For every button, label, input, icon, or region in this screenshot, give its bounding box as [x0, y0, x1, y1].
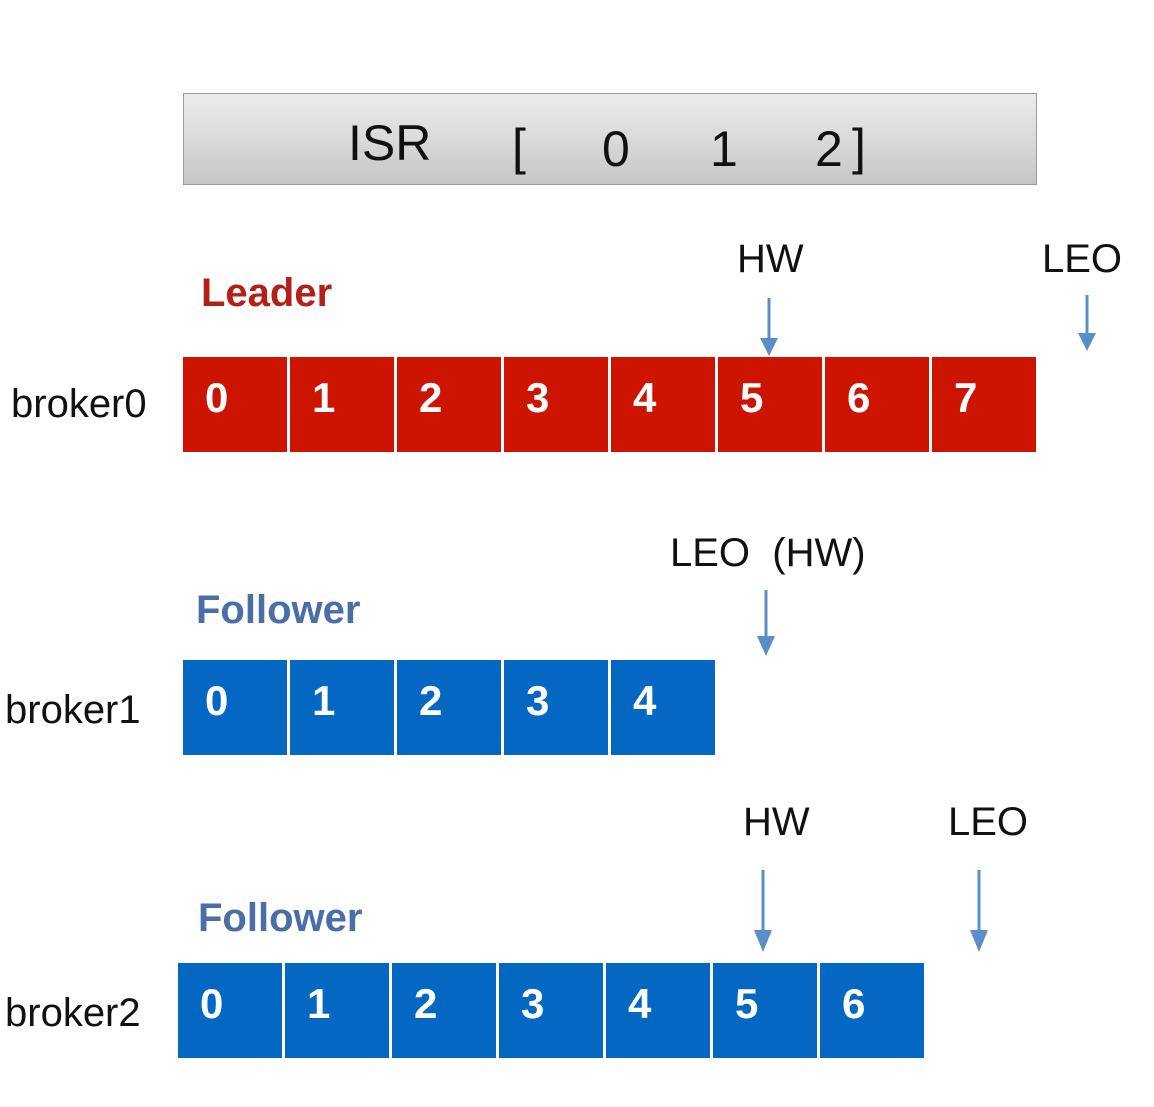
offset-label: 5: [740, 374, 764, 421]
offset-label: 2: [419, 677, 443, 724]
broker0-name: broker0: [11, 382, 147, 426]
broker1-leo-hw-label: LEO (HW): [670, 531, 866, 575]
offset-label: 2: [414, 980, 438, 1027]
broker2-hw-arrow-icon: [754, 870, 772, 952]
offset-label: 3: [526, 677, 550, 724]
offset-label: 6: [842, 980, 866, 1027]
offset-label: 1: [312, 677, 336, 724]
broker1-offset-cell: 4: [611, 660, 715, 755]
broker1-offset-cell: 0: [183, 660, 287, 755]
broker1-offset-cell: 1: [290, 660, 394, 755]
offset-label: 4: [628, 980, 652, 1027]
broker0-leo-label: LEO: [1042, 237, 1123, 281]
broker1-role-label: Follower: [196, 588, 361, 632]
broker2-offset-cell: 1: [285, 963, 389, 1058]
broker0-offset-cell: 4: [611, 357, 715, 452]
broker2-log: 0 1 2 3 4 5 6: [178, 963, 924, 1058]
broker0-hw-arrow-icon: [760, 298, 778, 356]
broker1-offset-cell: 2: [397, 660, 501, 755]
offset-label: 4: [633, 677, 657, 724]
offset-label: 5: [735, 980, 759, 1027]
offset-label: 3: [526, 374, 550, 421]
offset-label: 4: [633, 374, 657, 421]
broker0-hw-label: HW: [737, 237, 804, 281]
broker0-offset-cell: 2: [397, 357, 501, 452]
broker2-role-label: Follower: [198, 896, 363, 940]
broker0-offset-cell: 7: [932, 357, 1036, 452]
broker1-name: broker1: [5, 688, 141, 732]
broker0-offset-cell: 1: [290, 357, 394, 452]
broker2-leo-arrow-icon: [970, 870, 988, 952]
broker0-offset-cell: 6: [825, 357, 929, 452]
isr-replica-0: 0: [602, 121, 630, 177]
broker0-log: 0 1 2 3 4 5 6 7: [183, 357, 1036, 452]
broker0-offset-cell: 0: [183, 357, 287, 452]
broker2-offset-cell: 2: [392, 963, 496, 1058]
broker2-offset-cell: 5: [713, 963, 817, 1058]
offset-label: 2: [419, 374, 443, 421]
broker2-offset-cell: 6: [820, 963, 924, 1058]
isr-close-bracket: ]: [852, 119, 866, 175]
offset-label: 1: [312, 374, 336, 421]
broker0-offset-cell: 5: [718, 357, 822, 452]
isr-replica-2: 2: [815, 121, 843, 177]
broker2-offset-cell: 4: [606, 963, 710, 1058]
offset-label: 1: [307, 980, 331, 1027]
broker2-leo-label: LEO: [948, 800, 1029, 844]
offset-label: 0: [205, 374, 229, 421]
offset-label: 3: [521, 980, 545, 1027]
broker1-leo-arrow-icon: [757, 590, 775, 656]
offset-label: 0: [205, 677, 229, 724]
isr-replica-1: 1: [710, 121, 738, 177]
broker1-log: 0 1 2 3 4: [183, 660, 715, 755]
broker2-name: broker2: [5, 991, 141, 1035]
leader-role-label: Leader: [201, 271, 333, 315]
isr-label: ISR: [348, 115, 432, 171]
isr-bar: [183, 93, 1037, 185]
offset-label: 0: [200, 980, 224, 1027]
offset-label: 6: [847, 374, 871, 421]
offset-label: 7: [954, 374, 978, 421]
broker0-leo-arrow-icon: [1078, 295, 1096, 351]
isr-open-bracket: [: [512, 119, 526, 175]
broker2-hw-label: HW: [743, 800, 810, 844]
broker1-offset-cell: 3: [504, 660, 608, 755]
broker2-offset-cell: 3: [499, 963, 603, 1058]
broker0-offset-cell: 3: [504, 357, 608, 452]
broker2-offset-cell: 0: [178, 963, 282, 1058]
